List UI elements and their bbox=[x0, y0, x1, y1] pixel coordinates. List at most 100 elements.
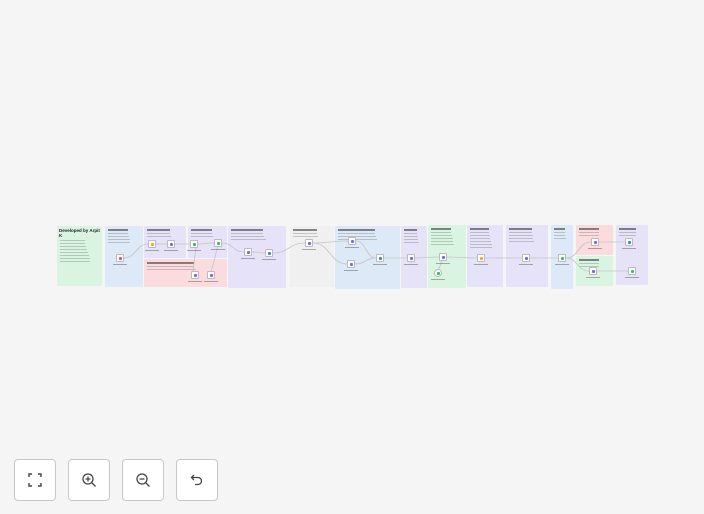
sticky-note-heading bbox=[554, 228, 565, 230]
connection-line[interactable] bbox=[197, 242, 215, 245]
sticky-note-text bbox=[293, 235, 318, 237]
sticky-note[interactable] bbox=[428, 225, 466, 288]
sticky-note-text bbox=[404, 235, 418, 237]
sticky-note-text bbox=[147, 268, 196, 270]
sticky-note-text bbox=[431, 231, 452, 233]
sticky-note-text bbox=[108, 238, 130, 240]
node-icon bbox=[592, 270, 595, 273]
workflow-node[interactable] bbox=[305, 239, 313, 247]
node-icon bbox=[119, 257, 122, 260]
sticky-note[interactable] bbox=[105, 226, 143, 287]
sticky-note[interactable] bbox=[335, 226, 400, 289]
sticky-note-text bbox=[470, 237, 491, 239]
connection-line[interactable] bbox=[355, 240, 377, 259]
workflow-node[interactable] bbox=[558, 254, 566, 262]
sticky-note-title: Developed by Arpit K bbox=[59, 228, 100, 238]
workflow-node[interactable] bbox=[628, 267, 636, 275]
connection-line[interactable] bbox=[312, 242, 348, 265]
node-label bbox=[211, 249, 225, 250]
node-icon bbox=[350, 263, 353, 266]
sticky-note-heading bbox=[431, 228, 452, 230]
sticky-note-text bbox=[60, 243, 86, 244]
node-label bbox=[262, 259, 276, 260]
workflow-node[interactable] bbox=[191, 271, 199, 279]
workflow-node[interactable] bbox=[167, 240, 175, 248]
connection-line[interactable] bbox=[221, 242, 245, 253]
workflow-node[interactable] bbox=[434, 269, 442, 277]
sticky-note-heading bbox=[579, 228, 599, 230]
sticky-note-text bbox=[619, 234, 637, 236]
workflow-node[interactable] bbox=[625, 238, 633, 246]
node-icon bbox=[193, 243, 196, 246]
node-label bbox=[436, 263, 450, 264]
workflow-node[interactable] bbox=[116, 254, 124, 262]
sticky-note[interactable] bbox=[467, 225, 503, 287]
node-label bbox=[474, 264, 488, 265]
workflow-node[interactable] bbox=[244, 248, 252, 256]
sticky-note-heading bbox=[147, 229, 170, 231]
node-label bbox=[188, 281, 202, 282]
connection-line[interactable] bbox=[446, 256, 478, 259]
connection-line[interactable] bbox=[251, 251, 266, 254]
zoom-in-button[interactable] bbox=[68, 459, 110, 501]
sticky-note-heading bbox=[108, 229, 129, 231]
sticky-note[interactable] bbox=[616, 225, 648, 285]
sticky-note-text bbox=[108, 232, 129, 234]
sticky-note-text bbox=[404, 232, 418, 234]
sticky-note[interactable] bbox=[290, 226, 334, 287]
workflow-node[interactable] bbox=[477, 254, 485, 262]
workflow-node[interactable] bbox=[207, 271, 215, 279]
workflow-node[interactable] bbox=[214, 239, 222, 247]
connection-line[interactable] bbox=[272, 242, 306, 254]
node-label bbox=[622, 248, 636, 249]
workflow-node[interactable] bbox=[591, 238, 599, 246]
sticky-note[interactable] bbox=[228, 226, 286, 288]
workflow-node[interactable] bbox=[522, 254, 530, 262]
sticky-note-text bbox=[60, 249, 88, 250]
node-icon bbox=[217, 242, 220, 245]
node-icon bbox=[410, 257, 413, 260]
connection-line[interactable] bbox=[565, 257, 590, 272]
sticky-note-text bbox=[60, 240, 85, 241]
node-label bbox=[431, 279, 445, 280]
node-label bbox=[113, 264, 127, 265]
workflow-node[interactable] bbox=[347, 260, 355, 268]
sticky-note-text bbox=[231, 238, 266, 240]
sticky-note-text bbox=[60, 246, 87, 247]
sticky-note-text bbox=[470, 231, 490, 233]
zoom-in-icon bbox=[82, 473, 96, 487]
fit-view-button[interactable] bbox=[14, 459, 56, 501]
node-label bbox=[241, 258, 255, 259]
sticky-note-text bbox=[431, 234, 453, 236]
connection-line[interactable] bbox=[414, 256, 440, 259]
connection-line[interactable] bbox=[312, 240, 349, 244]
connection-line[interactable] bbox=[565, 241, 592, 259]
sticky-note-text bbox=[404, 238, 419, 240]
connection-line[interactable] bbox=[123, 243, 149, 259]
sticky-note-heading bbox=[231, 229, 264, 231]
node-icon bbox=[480, 257, 483, 260]
workflow-node[interactable] bbox=[190, 240, 198, 248]
sticky-note-text bbox=[231, 232, 264, 234]
connection-line[interactable] bbox=[354, 257, 377, 265]
workflow-node[interactable] bbox=[265, 249, 273, 257]
workflow-node[interactable] bbox=[376, 254, 384, 262]
workflow-node[interactable] bbox=[148, 240, 156, 248]
node-label bbox=[519, 264, 533, 265]
workflow-node[interactable] bbox=[348, 237, 356, 245]
sticky-note-text bbox=[231, 235, 265, 237]
node-icon bbox=[631, 270, 634, 273]
workflow-node[interactable] bbox=[589, 267, 597, 275]
sticky-note-text bbox=[147, 235, 171, 237]
node-icon bbox=[268, 252, 271, 255]
reset-zoom-button[interactable] bbox=[176, 459, 218, 501]
node-icon bbox=[561, 257, 564, 260]
sticky-note[interactable]: Developed by Arpit K bbox=[57, 226, 102, 286]
node-icon bbox=[442, 256, 445, 259]
workflow-node[interactable] bbox=[407, 254, 415, 262]
sticky-note-heading bbox=[293, 229, 317, 231]
sticky-note-text bbox=[509, 231, 532, 233]
zoom-out-button[interactable] bbox=[122, 459, 164, 501]
workflow-node[interactable] bbox=[439, 253, 447, 261]
